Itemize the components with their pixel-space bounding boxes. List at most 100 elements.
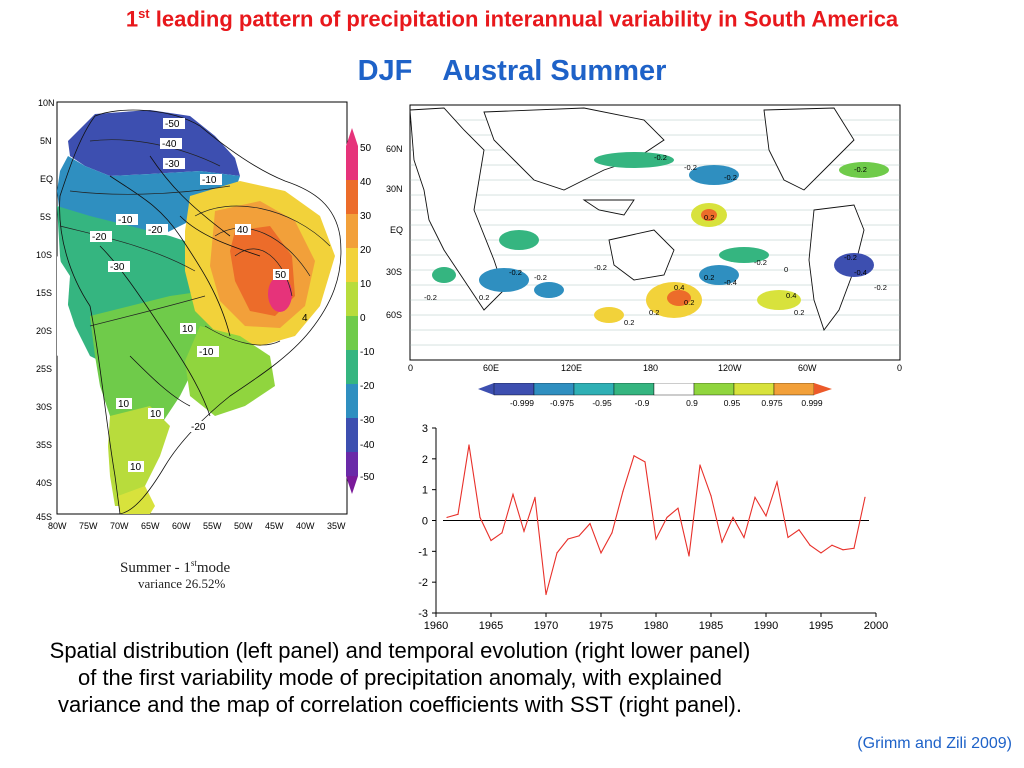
contour-lines <box>59 139 331 346</box>
svg-text:-30: -30 <box>165 159 180 170</box>
y-tick-label: -1 <box>418 546 428 558</box>
data-point <box>490 539 492 542</box>
svg-text:-10: -10 <box>202 175 217 186</box>
svg-text:0.2: 0.2 <box>684 298 694 307</box>
season-label: DJF <box>357 55 413 87</box>
data-point <box>765 515 767 517</box>
data-point <box>864 496 866 498</box>
svg-text:0: 0 <box>897 363 902 373</box>
x-tick-label: 1995 <box>809 620 833 632</box>
x-tick-label: 1960 <box>424 620 448 632</box>
svg-text:-10: -10 <box>118 215 133 226</box>
svg-text:75W: 75W <box>79 521 98 531</box>
svg-text:10: 10 <box>130 462 142 473</box>
data-point <box>534 496 536 498</box>
cbar-label: 0.975 <box>761 398 783 408</box>
cbar-label: -0.999 <box>510 398 534 408</box>
time-series-chart: 1960 1965 1970 1975 1980 1985 1990 1995 2000 3 2 1 0… <box>418 423 888 632</box>
data-point <box>578 535 580 537</box>
sst-colorbar: -0.999 -0.975 -0.95 -0.9 0.9 0.95 0.975 … <box>478 383 832 408</box>
data-point <box>776 481 778 483</box>
svg-text:180: 180 <box>643 363 658 373</box>
svg-text:0.2: 0.2 <box>479 293 489 302</box>
data-point <box>798 529 800 531</box>
svg-text:35S: 35S <box>36 440 52 450</box>
data-point <box>501 532 503 534</box>
season-name: Austral Summer <box>442 55 667 87</box>
data-point <box>787 536 789 539</box>
x-tick-label: 1990 <box>754 620 778 632</box>
svg-text:40: 40 <box>237 225 249 236</box>
contour-value-labels: -50 -40 -30 -10 -10 -20 -20 -30 40 50 4 … <box>90 118 308 473</box>
series-layer <box>446 444 866 596</box>
svg-text:30N: 30N <box>386 184 403 194</box>
svg-text:120E: 120E <box>561 363 582 373</box>
data-point <box>688 555 690 557</box>
y-tick-label: -3 <box>418 608 428 620</box>
data-point <box>512 493 514 495</box>
svg-text:40S: 40S <box>36 478 52 488</box>
south-america-map: -50 -40 -30 -10 -10 -20 -20 -30 40 50 4 … <box>36 98 348 531</box>
cbar-label: -40 <box>360 440 375 451</box>
data-point <box>820 552 822 554</box>
data-point <box>523 530 525 532</box>
svg-text:-0.2: -0.2 <box>534 273 547 282</box>
svg-text:-0.2: -0.2 <box>684 163 697 172</box>
cbar-label: -20 <box>360 381 375 392</box>
svg-text:35W: 35W <box>327 521 346 531</box>
left-map-lon-labels: 80W 75W 70W 65W 60W 55W 50W 45W 40W 35W <box>48 521 346 531</box>
x-tick-label: 1985 <box>699 620 723 632</box>
svg-text:10: 10 <box>182 324 194 335</box>
cbar-label: 0.95 <box>724 398 741 408</box>
svg-text:-0.2: -0.2 <box>509 268 522 277</box>
sst-shading <box>432 152 889 323</box>
svg-text:45W: 45W <box>265 521 284 531</box>
svg-text:EQ: EQ <box>40 174 53 184</box>
cbar-label: -10 <box>360 347 375 358</box>
data-point <box>589 522 591 525</box>
x-tick-label: 1980 <box>644 620 668 632</box>
chart-axes <box>432 427 877 617</box>
cbar-label: 0.999 <box>801 398 823 408</box>
svg-text:-50: -50 <box>165 119 180 130</box>
global-sst-correlation-map: -0.2 -0.2 -0.2 -0.2 -0.2 -0.2 -0.2 0.2 -… <box>386 104 902 373</box>
svg-text:-30: -30 <box>110 262 125 273</box>
data-point <box>842 549 844 551</box>
data-point <box>545 593 547 596</box>
chart-tick-labels: 1960 1965 1970 1975 1980 1985 1990 1995 2000 3 2 1 0… <box>418 423 888 632</box>
slide-title: 1st leading pattern of precipitation int… <box>125 6 899 32</box>
global-lon-labels: 0 60E 120E 180 120W 60W 0 <box>408 363 902 373</box>
svg-text:-0.2: -0.2 <box>874 283 887 292</box>
svg-text:30S: 30S <box>36 402 52 412</box>
cbar-label: 0 <box>360 313 366 324</box>
data-point <box>600 552 602 554</box>
x-tick-label: 2000 <box>864 620 888 632</box>
svg-text:0.2: 0.2 <box>794 308 804 317</box>
svg-text:-20: -20 <box>148 225 163 236</box>
country-borders <box>59 109 342 515</box>
precip-colorbar: 50 40 30 20 10 0 -10 -20 -30 -40 -50 <box>346 128 375 494</box>
data-point <box>622 490 624 492</box>
svg-text:-0.2: -0.2 <box>424 293 437 302</box>
y-tick-label: 0 <box>422 516 428 528</box>
svg-text:60S: 60S <box>386 310 402 320</box>
y-tick-label: 3 <box>422 423 428 435</box>
data-point <box>732 516 734 519</box>
left-map-lat-labels: 10N 5N EQ 5S 10S 15S 20S 25S 30S 35S 40S… <box>36 98 55 522</box>
svg-text:50: 50 <box>275 270 287 281</box>
data-point <box>644 461 646 463</box>
data-point <box>446 516 448 519</box>
svg-text:10N: 10N <box>38 98 55 108</box>
cbar-label: 50 <box>360 143 372 154</box>
svg-text:-20: -20 <box>191 422 206 433</box>
svg-text:-10: -10 <box>199 347 214 358</box>
svg-text:-0.2: -0.2 <box>754 258 767 267</box>
svg-text:-0.2: -0.2 <box>724 173 737 182</box>
svg-text:0.2: 0.2 <box>704 273 714 282</box>
svg-text:-0.2: -0.2 <box>844 253 857 262</box>
data-point <box>710 495 712 497</box>
svg-text:55W: 55W <box>203 521 222 531</box>
series-line <box>446 444 866 595</box>
cbar-label: 20 <box>360 245 372 256</box>
continents <box>409 107 865 331</box>
